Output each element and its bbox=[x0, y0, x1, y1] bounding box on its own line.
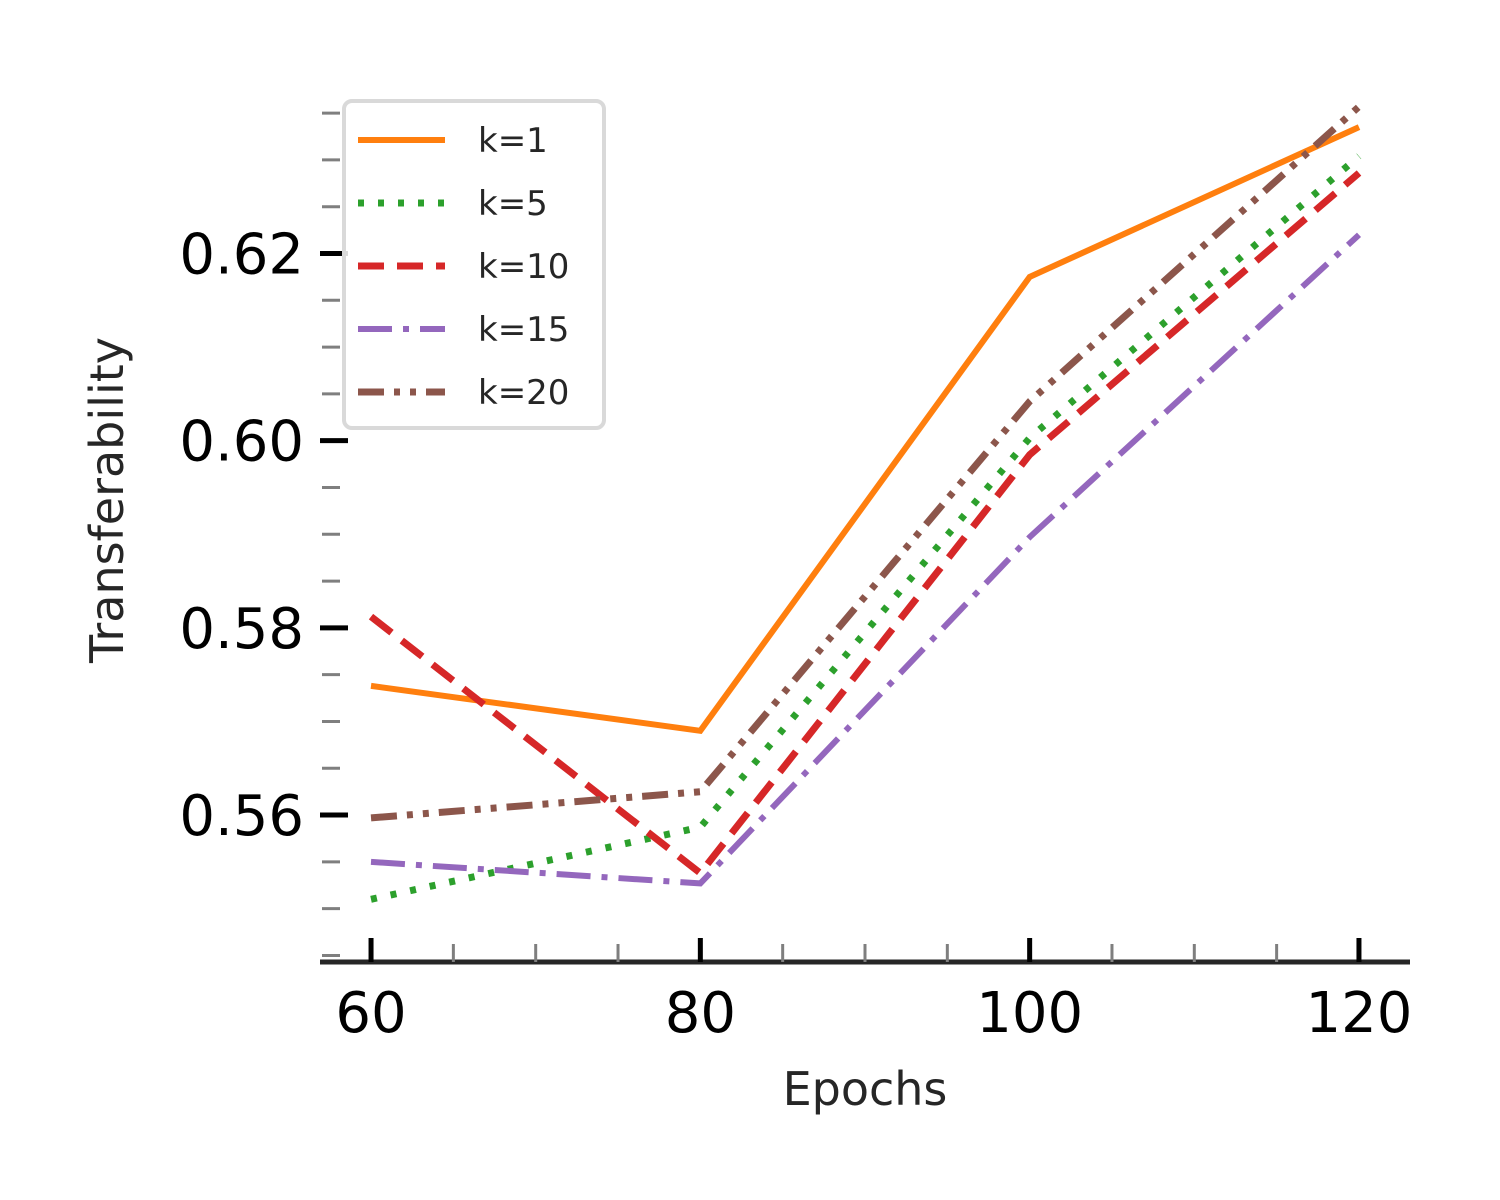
y-tick-label: 0.62 bbox=[179, 222, 304, 287]
y-tick-label: 0.56 bbox=[179, 784, 304, 849]
x-axis-title: Epochs bbox=[783, 1062, 948, 1116]
x-tick-label: 100 bbox=[976, 981, 1083, 1046]
legend-label: k=15 bbox=[478, 310, 569, 350]
x-tick-label: 80 bbox=[665, 981, 736, 1046]
x-tick-label: 60 bbox=[335, 981, 406, 1046]
legend-frame bbox=[342, 99, 606, 430]
legend-label: k=20 bbox=[478, 373, 569, 413]
series-layer bbox=[368, 103, 1362, 903]
series-line-k15 bbox=[370, 232, 1362, 887]
series-line-k10 bbox=[368, 170, 1362, 879]
legend: k=1 k=5 k=10 k=15 k=20 bbox=[342, 99, 606, 430]
legend-label: k=1 bbox=[478, 121, 548, 161]
legend-label: k=10 bbox=[478, 247, 569, 287]
y-axis-title: Transferability bbox=[80, 337, 134, 664]
y-tick-label: 0.60 bbox=[179, 410, 304, 475]
legend-label: k=5 bbox=[478, 184, 548, 224]
x-tick-label: 120 bbox=[1306, 981, 1413, 1046]
series-line-k20 bbox=[370, 103, 1362, 822]
series-line-k1 bbox=[370, 124, 1361, 735]
y-axis: 0.56 0.58 0.60 0.62 bbox=[179, 111, 348, 957]
y-tick-label: 0.58 bbox=[179, 597, 304, 662]
series-line-k5 bbox=[370, 153, 1362, 903]
x-axis: 60 80 100 120 bbox=[320, 938, 1412, 1046]
